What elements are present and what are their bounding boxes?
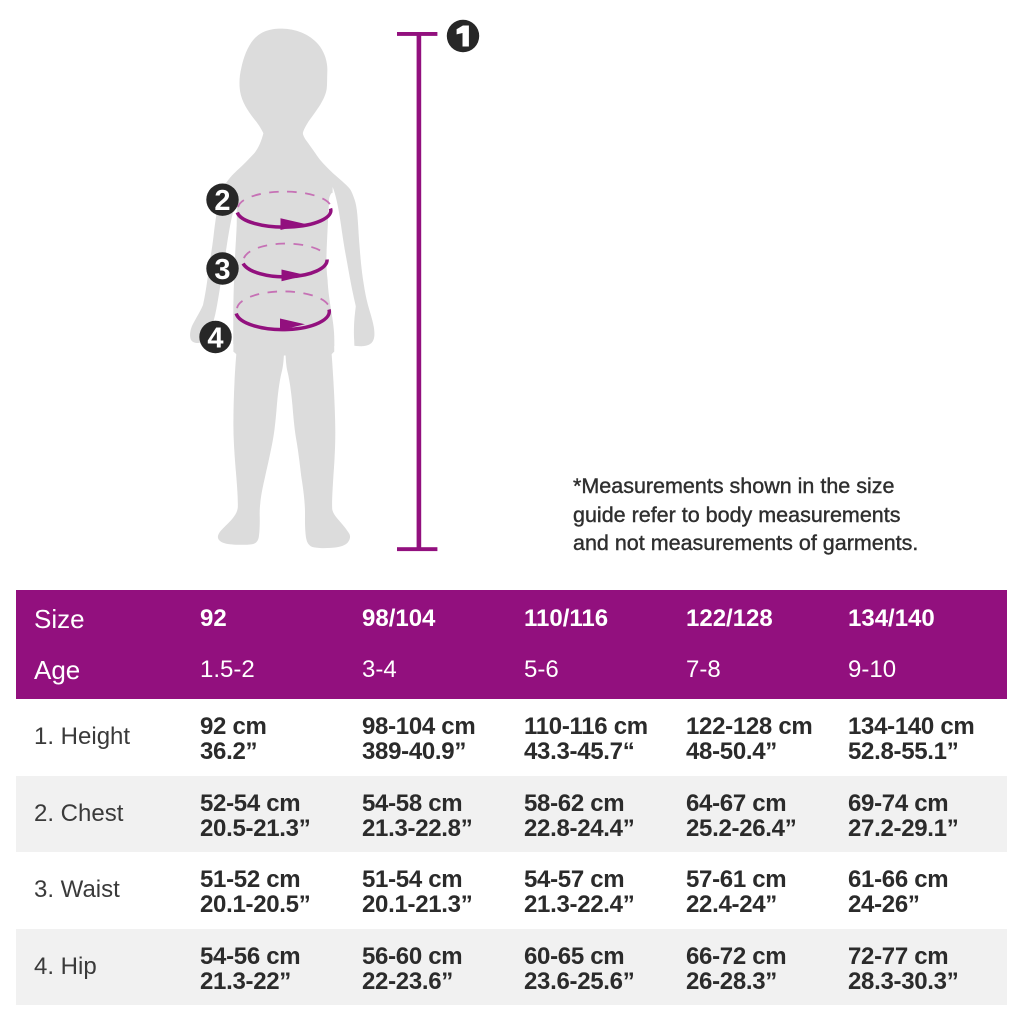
svg-text:4: 4 <box>207 323 223 355</box>
svg-text:3: 3 <box>214 254 230 286</box>
svg-text:2: 2 <box>214 185 230 217</box>
